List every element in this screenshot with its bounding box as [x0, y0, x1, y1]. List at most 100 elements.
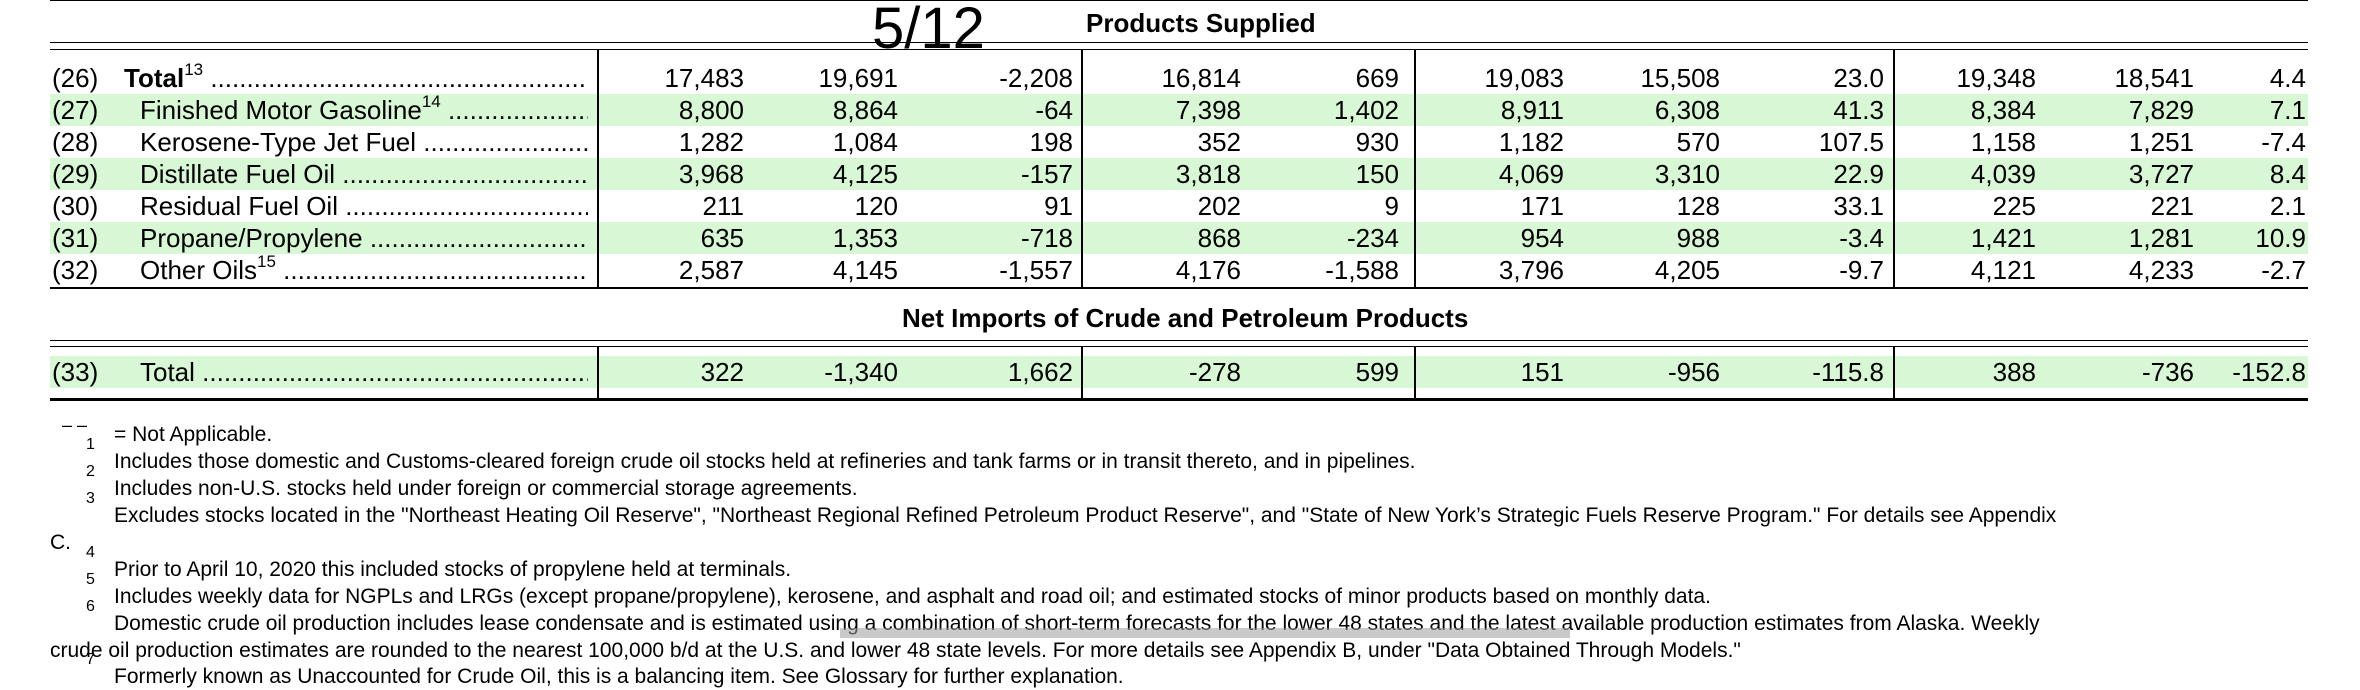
products-column-divider [1893, 50, 1895, 288]
table-cell: 8,800 [678, 95, 744, 125]
table-cell: 388 [1992, 357, 2036, 387]
table-cell: 1,662 [1007, 357, 1073, 387]
table-cell: 19,083 [1484, 63, 1564, 93]
table-cell: 8,384 [1970, 95, 2036, 125]
table-cell: 6,308 [1654, 95, 1720, 125]
table-cell: -2,208 [999, 63, 1073, 93]
table-cell: -956 [1667, 357, 1720, 387]
products-supplied-heading: Products Supplied [1086, 8, 1316, 38]
products-column-divider [1081, 50, 1083, 288]
row-label: Other Oils15 [140, 254, 588, 286]
table-cell: 1,282 [678, 127, 744, 157]
footnote-na-text: = Not Applicable. [114, 423, 273, 446]
table-cell: 33.1 [1833, 191, 1884, 221]
table-cell: 10.9 [2255, 223, 2306, 253]
footnote-mark: 6 [86, 598, 95, 615]
table-cell: 18,541 [2114, 63, 2194, 93]
table-cell: -157 [1020, 159, 1073, 189]
table-cell: 8,911 [1500, 95, 1564, 125]
row-number: (33) [52, 357, 99, 387]
footnote-mark: 2 [86, 463, 95, 480]
table-cell: 4,233 [2128, 255, 2194, 285]
row-number: (31) [52, 223, 99, 253]
table-cell: 988 [1676, 223, 1720, 253]
products-column-divider [1414, 50, 1416, 288]
row-label: Finished Motor Gasoline14 [140, 94, 588, 126]
table-cell: 120 [854, 191, 898, 221]
table-cell: -278 [1188, 357, 1241, 387]
leader-dots [441, 95, 588, 125]
table-cell: 669 [1355, 63, 1399, 93]
products-table-bottom-rule [50, 287, 2308, 289]
footnote-mark: 7 [86, 651, 95, 668]
table-cell: 3,968 [678, 159, 744, 189]
leader-dots [203, 63, 588, 93]
table-cell: 8.4 [2269, 159, 2306, 189]
footnote-text-continuation: C. [50, 531, 71, 554]
row-number: (26) [52, 63, 99, 93]
table-cell: 2.1 [2269, 191, 2306, 221]
table-cell: -7.4 [2261, 127, 2306, 157]
table-cell: -2.7 [2261, 255, 2306, 285]
row-label: Residual Fuel Oil [140, 190, 588, 222]
row-number: (30) [52, 191, 99, 221]
table-cell: 128 [1676, 191, 1720, 221]
row-label: Total13 [124, 62, 588, 94]
footnote-mark: 3 [86, 490, 95, 507]
table-cell: 635 [700, 223, 744, 253]
table-cell: 4,069 [1498, 159, 1564, 189]
table-cell: 225 [1992, 191, 2036, 221]
table-cell: -3.4 [1839, 223, 1884, 253]
footnote-text: Prior to April 10, 2020 this included st… [114, 558, 792, 581]
table-cell: -1,557 [999, 255, 1073, 285]
page-number: 5/12 [872, 0, 985, 61]
leader-dots [416, 127, 588, 157]
table-cell: 7,398 [1175, 95, 1241, 125]
footnote-text: Includes weekly data for NGPLs and LRGs … [114, 585, 1711, 608]
row-label-footnote-mark: 14 [421, 94, 441, 112]
table-cell: 4,039 [1970, 159, 2036, 189]
footnote-mark: 5 [86, 571, 95, 588]
top-rule [50, 0, 2308, 1]
products-row-highlight [50, 158, 2308, 190]
table-cell: 868 [1197, 223, 1241, 253]
table-cell: 4.4 [2269, 63, 2306, 93]
table-cell: 7,829 [2128, 95, 2194, 125]
table-cell: 17,483 [664, 63, 744, 93]
gray-highlight-strip [840, 628, 1570, 638]
table-cell: 1,402 [1333, 95, 1399, 125]
footnote-text-continuation: crude oil production estimates are round… [50, 639, 1741, 662]
net-imports-column-divider [1414, 346, 1416, 398]
row-label: Propane/Propylene [140, 222, 588, 254]
table-cell: -152.8 [2232, 357, 2306, 387]
table-cell: 3,818 [1175, 159, 1241, 189]
table-cell: 4,205 [1654, 255, 1720, 285]
row-label-footnote-mark: 13 [184, 62, 204, 80]
table-cell: 9 [1384, 191, 1399, 221]
table-cell: 4,176 [1175, 255, 1241, 285]
products-row-highlight [50, 94, 2308, 126]
table-cell: 2,587 [678, 255, 744, 285]
row-number: (27) [52, 95, 99, 125]
table-cell: 1,158 [1970, 127, 2036, 157]
row-label-footnote-mark: 15 [257, 254, 276, 272]
table-cell: 221 [2150, 191, 2194, 221]
table-cell: 322 [700, 357, 744, 387]
leader-dots [363, 223, 588, 253]
table-cell: 930 [1355, 127, 1399, 157]
table-cell: -115.8 [1812, 357, 1884, 387]
table-cell: 202 [1197, 191, 1241, 221]
table-cell: 3,310 [1654, 159, 1720, 189]
net-imports-column-divider [1893, 346, 1895, 398]
table-cell: 15,508 [1640, 63, 1720, 93]
row-label-text: Total [140, 357, 195, 387]
row-number: (32) [52, 255, 99, 285]
table-cell: 198 [1029, 127, 1073, 157]
row-label: Kerosene-Type Jet Fuel [140, 126, 588, 158]
table-cell: 19,348 [1956, 63, 2036, 93]
table-cell: 570 [1676, 127, 1720, 157]
footnote-text: Includes non-U.S. stocks held under fore… [114, 477, 858, 500]
table-cell: 954 [1520, 223, 1564, 253]
table-cell: 1,251 [2128, 127, 2194, 157]
table-cell: 1,281 [2128, 223, 2194, 253]
